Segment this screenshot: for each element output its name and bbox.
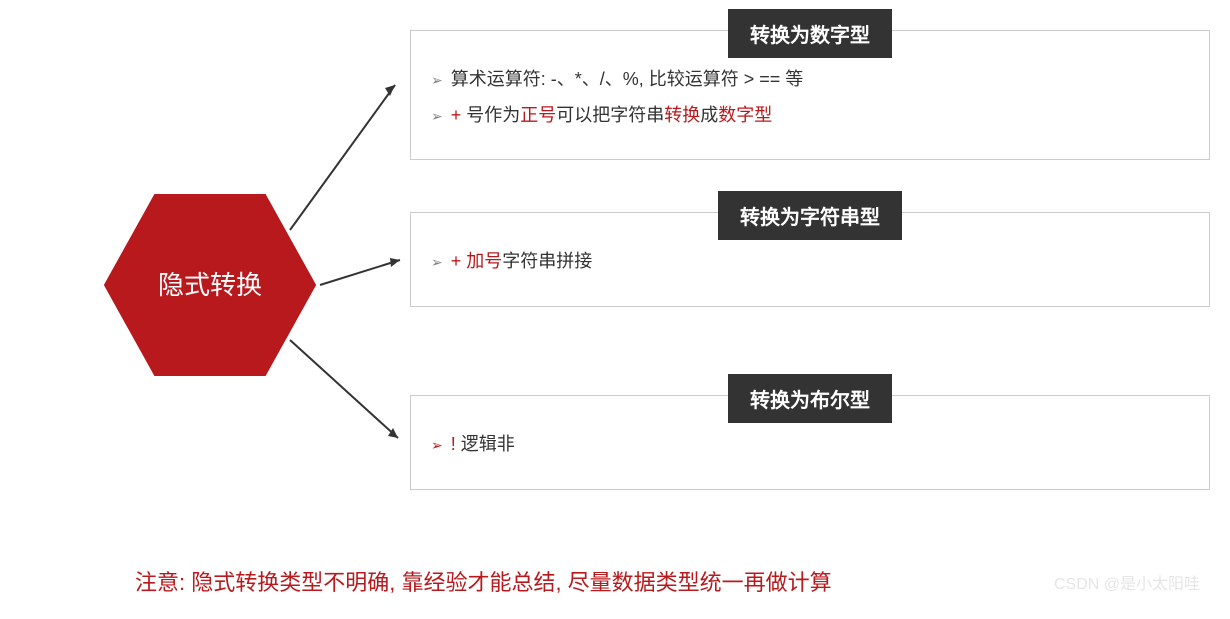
section-string-type: 转换为字符串型 ➢ + 加号字符串拼接: [410, 212, 1210, 307]
bullet-marker: ➢: [431, 248, 443, 276]
section-boolean-type: 转换为布尔型 ➢ ! 逻辑非: [410, 395, 1210, 490]
section-header: 转换为字符串型: [718, 191, 902, 240]
hexagon-label: 隐式转换: [150, 267, 270, 303]
hexagon-shape: 隐式转换: [100, 190, 320, 380]
watermark: CSDN @是小太阳哇: [1054, 570, 1200, 594]
section-number-type: 转换为数字型 ➢ 算术运算符: -、*、/、%, 比较运算符 > == 等 ➢ …: [410, 30, 1210, 160]
bullet-text: + 加号字符串拼接: [451, 243, 593, 279]
hexagon-node: 隐式转换: [100, 190, 320, 380]
bullet-marker: ➢: [431, 66, 443, 94]
section-header: 转换为布尔型: [728, 374, 892, 423]
bullet-item: ➢ 算术运算符: -、*、/、%, 比较运算符 > == 等: [431, 61, 1189, 97]
bullet-text: + 号作为正号可以把字符串转换成数字型: [451, 97, 773, 133]
section-header: 转换为数字型: [728, 9, 892, 58]
bullet-text: 算术运算符: -、*、/、%, 比较运算符 > == 等: [451, 61, 804, 97]
bullet-marker: ➢: [431, 431, 443, 459]
bullet-text: ! 逻辑非: [451, 426, 515, 462]
note-text: 注意: 隐式转换类型不明确, 靠经验才能总结, 尽量数据类型统一再做计算: [135, 565, 832, 597]
bullet-marker: ➢: [431, 102, 443, 130]
bullet-item: ➢ + 加号字符串拼接: [431, 243, 1189, 279]
bullet-item: ➢ + 号作为正号可以把字符串转换成数字型: [431, 97, 1189, 133]
bullet-item: ➢ ! 逻辑非: [431, 426, 1189, 462]
